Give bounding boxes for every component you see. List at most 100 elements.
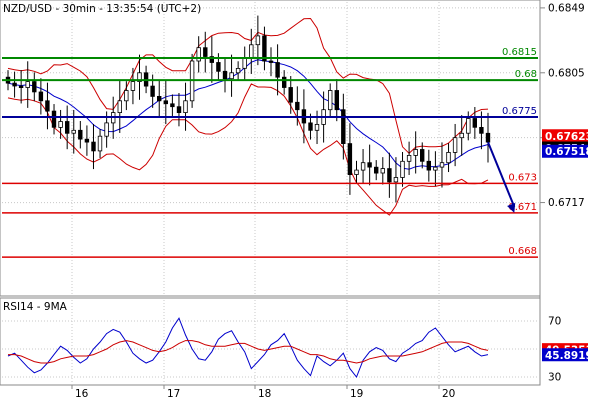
candle-body — [446, 151, 451, 164]
candle-body — [71, 129, 76, 134]
candle-body — [51, 110, 57, 128]
level-label: 0.673 — [508, 172, 537, 183]
candle-body — [360, 162, 366, 171]
candle-body — [229, 72, 234, 80]
indicator-layer — [7, 17, 489, 216]
price-tag-box — [542, 144, 588, 158]
candle-body — [176, 106, 182, 113]
candle-body — [45, 100, 50, 112]
candle-body — [413, 149, 418, 156]
candle-body — [104, 122, 109, 137]
candle-body — [485, 132, 491, 143]
candle-body — [38, 91, 44, 102]
candle-body — [235, 68, 241, 74]
candle-body — [170, 103, 175, 108]
candle-body — [347, 143, 353, 176]
rsi-tick-label: 70 — [548, 316, 561, 328]
candle-body — [249, 44, 254, 59]
candle-body — [439, 162, 445, 168]
candle-body — [281, 76, 287, 88]
forecast-arrow-head — [507, 202, 516, 213]
candle-body — [91, 141, 96, 152]
candle-body — [262, 35, 267, 62]
candle-body — [255, 35, 261, 46]
rsi-tick-label: 30 — [548, 372, 561, 384]
y-tick-label: 0.6717 — [548, 197, 585, 209]
candle-body — [32, 81, 37, 93]
candle-body — [222, 70, 228, 80]
candle-body — [242, 57, 247, 69]
candle-body — [380, 168, 385, 174]
x-tick-label: 20 — [442, 388, 455, 400]
candle-body — [433, 166, 438, 171]
candle-body — [137, 72, 142, 83]
y-tick-label: 0.6805 — [548, 67, 585, 79]
candle-body — [12, 82, 17, 87]
candle-layer — [5, 15, 491, 203]
candle-body — [373, 166, 379, 174]
candle-body — [334, 90, 339, 111]
candle-body — [459, 132, 464, 139]
level-label: 0.6815 — [502, 47, 537, 58]
candle-body — [275, 62, 280, 78]
rsi-series-line — [8, 340, 489, 364]
candle-body — [84, 138, 90, 143]
price-tag-label: 0.67518 — [545, 146, 590, 158]
candle-body — [426, 160, 431, 171]
level-label: 0.6775 — [502, 106, 537, 117]
rsi-tag-label: 45.8919 — [545, 350, 590, 362]
candle-body — [209, 56, 214, 63]
candle-body — [466, 118, 471, 134]
chart-title: NZD/USD - 30min - 13:35:54 (UTC+2) — [3, 3, 201, 15]
candle-body — [393, 177, 399, 183]
candle-body — [268, 60, 274, 63]
candle-body — [341, 109, 346, 144]
candle-body — [58, 121, 63, 128]
candle-body — [327, 90, 333, 111]
candle-body — [196, 47, 201, 62]
bollinger-upper-line — [7, 17, 489, 154]
candle-body — [354, 169, 359, 175]
rsi-series-line — [7, 317, 489, 378]
level-label: 0.68 — [515, 69, 537, 80]
candle-body — [124, 90, 129, 102]
x-tick-label: 19 — [350, 388, 363, 400]
rsi-layer — [7, 317, 489, 378]
rsi-title: RSI14 - 9MA — [3, 301, 68, 313]
candle-body — [308, 122, 313, 131]
rsi-tag-box — [542, 348, 588, 362]
candle-body — [406, 154, 412, 162]
candle-body — [130, 81, 136, 91]
candle-body — [97, 135, 103, 152]
x-tick-label: 18 — [258, 388, 271, 400]
candle-body — [216, 62, 221, 72]
candle-body — [65, 121, 70, 134]
candle-body — [295, 101, 300, 111]
y-tick-label: 0.6849 — [548, 2, 585, 14]
candle-body — [479, 127, 484, 134]
price-panel — [0, 0, 541, 297]
x-tick-label: 16 — [75, 388, 89, 400]
level-label: 0.668 — [508, 246, 537, 257]
candle-body — [203, 47, 208, 57]
candle-body — [117, 100, 122, 114]
candle-body — [419, 149, 425, 162]
candle-body — [163, 100, 168, 105]
candle-body — [387, 168, 392, 183]
moving-average-line — [7, 59, 489, 170]
price-tag-box — [542, 129, 588, 143]
candle-body — [183, 100, 188, 114]
forecast-arrow-shaft — [487, 141, 516, 208]
candle-body — [18, 85, 24, 88]
candle-body — [78, 129, 83, 140]
candle-body — [288, 87, 293, 103]
price-tag-label: 0.67623 — [545, 131, 590, 143]
levels-layer: 0.6815 0.68 0.6775 0.673 0.671 0.668 — [2, 47, 538, 258]
bollinger-lower-line — [7, 83, 489, 216]
candle-body — [25, 81, 30, 88]
candle-body — [156, 96, 162, 102]
level-label: 0.671 — [508, 202, 537, 213]
